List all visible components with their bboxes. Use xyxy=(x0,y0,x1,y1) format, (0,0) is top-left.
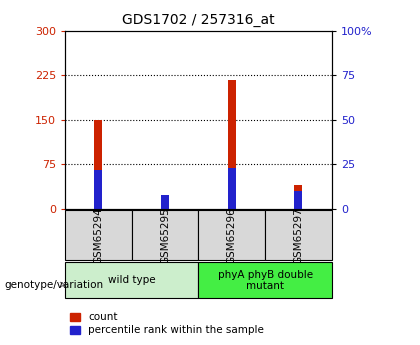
Bar xyxy=(161,199,169,209)
Text: phyA phyB double
mutant: phyA phyB double mutant xyxy=(218,269,312,291)
Bar xyxy=(294,185,302,209)
Bar xyxy=(199,210,265,260)
Bar xyxy=(94,120,102,209)
Legend: count, percentile rank within the sample: count, percentile rank within the sample xyxy=(70,312,264,335)
Bar xyxy=(94,170,102,209)
Title: GDS1702 / 257316_at: GDS1702 / 257316_at xyxy=(122,13,275,27)
Text: GSM65294: GSM65294 xyxy=(93,207,103,264)
Bar xyxy=(228,168,236,209)
Bar xyxy=(65,262,199,298)
Bar xyxy=(161,195,169,209)
Bar xyxy=(65,210,132,260)
Bar xyxy=(265,210,332,260)
Text: wild type: wild type xyxy=(108,275,155,285)
Text: GSM65297: GSM65297 xyxy=(294,207,304,264)
Bar xyxy=(228,80,236,209)
Bar xyxy=(199,262,332,298)
Bar xyxy=(294,191,302,209)
Text: genotype/variation: genotype/variation xyxy=(4,280,103,289)
Text: GSM65296: GSM65296 xyxy=(227,207,237,264)
Bar xyxy=(132,210,199,260)
Text: GSM65295: GSM65295 xyxy=(160,207,170,264)
